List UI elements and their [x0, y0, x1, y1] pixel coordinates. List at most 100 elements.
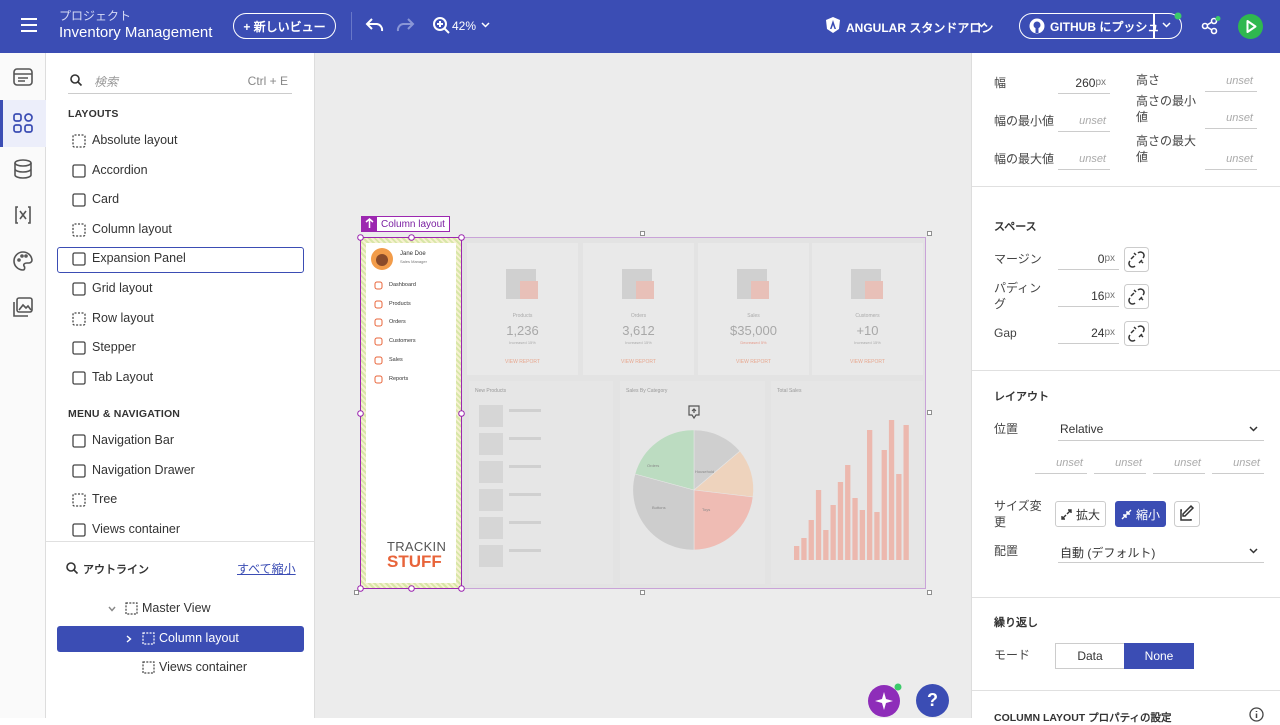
component-item[interactable]: Expansion Panel — [58, 247, 303, 271]
framework-selector[interactable]: ANGULAR スタンドアロン — [846, 21, 994, 35]
undo-button[interactable] — [365, 17, 384, 33]
input-unit: px — [1095, 77, 1106, 88]
component-item[interactable]: Tab Layout — [58, 366, 303, 390]
property-input[interactable]: unset — [1153, 452, 1205, 474]
resize-handle[interactable] — [357, 585, 364, 592]
outer-handle[interactable] — [927, 590, 932, 595]
outline-node[interactable]: Column layout — [58, 627, 303, 651]
views-tab[interactable] — [13, 67, 33, 87]
push-button[interactable]: GITHUB にプッシュ — [1019, 13, 1182, 39]
unlink-icon — [1128, 288, 1145, 305]
component-icon — [72, 282, 86, 296]
expand-caret[interactable] — [125, 635, 133, 643]
zoom-value[interactable]: 42% — [452, 19, 477, 33]
card-action[interactable]: VIEW REPORT — [850, 359, 885, 365]
icon-shape — [72, 341, 86, 355]
card-action[interactable]: VIEW REPORT — [736, 359, 771, 365]
component-item[interactable]: Navigation Bar — [58, 429, 303, 453]
collapse-all-link[interactable]: すべて縮小 — [237, 562, 296, 576]
outline-node[interactable]: Views container — [58, 656, 303, 680]
menu-button[interactable] — [21, 18, 37, 32]
data-tab[interactable] — [13, 159, 33, 179]
run-button[interactable] — [1238, 14, 1263, 39]
property-input[interactable]: 24 px — [1058, 322, 1119, 344]
icon-shape — [72, 134, 86, 148]
components-tab[interactable] — [13, 113, 33, 133]
expand-caret[interactable] — [108, 605, 116, 613]
outer-handle[interactable] — [640, 590, 645, 595]
property-input[interactable]: 260 px — [1058, 72, 1110, 94]
property-label: 高さ — [1136, 73, 1161, 87]
component-item[interactable]: Grid layout — [58, 277, 303, 301]
bar — [830, 505, 836, 560]
zoom-icon[interactable] — [433, 17, 450, 34]
resize-handle[interactable] — [458, 585, 465, 592]
component-item[interactable]: Views container — [58, 518, 303, 542]
card-title: Products — [512, 313, 533, 319]
component-item[interactable]: Column layout — [58, 218, 303, 242]
property-input[interactable]: unset — [1058, 148, 1110, 170]
push-chevron[interactable] — [1162, 22, 1171, 28]
theme-tab[interactable] — [13, 251, 33, 271]
component-item[interactable]: Row layout — [58, 307, 303, 331]
property-input[interactable]: 0 px — [1058, 248, 1119, 270]
ai-assistant-button[interactable] — [868, 683, 904, 718]
assets-tab[interactable] — [13, 297, 33, 317]
card-action[interactable]: VIEW REPORT — [621, 359, 656, 365]
card-illustration — [851, 269, 883, 299]
select-input[interactable]: 自動 (デフォルト) — [1058, 539, 1264, 563]
property-input[interactable]: unset — [1205, 70, 1257, 92]
help-button[interactable]: ? — [916, 684, 949, 717]
share-button[interactable] — [1201, 16, 1221, 35]
outer-handle[interactable] — [927, 410, 932, 415]
select-input[interactable]: Relative — [1058, 417, 1264, 441]
separator — [972, 597, 1280, 598]
zoom-chevron[interactable] — [481, 22, 490, 28]
property-input[interactable]: unset — [1205, 107, 1257, 129]
component-item[interactable]: Card — [58, 188, 303, 212]
variables-tab[interactable] — [13, 205, 33, 225]
search-input[interactable]: 検索 Ctrl + E — [68, 67, 292, 94]
outer-handle[interactable] — [927, 231, 932, 236]
property-input[interactable]: unset — [1058, 110, 1110, 132]
edit-size-button[interactable] — [1174, 501, 1200, 527]
info-icon[interactable] — [1249, 707, 1264, 722]
selection-tag[interactable]: Column layout — [361, 216, 450, 232]
menu-icon — [374, 318, 383, 327]
indicator-shape — [688, 405, 700, 420]
resize-handle[interactable] — [357, 410, 364, 417]
redo-button[interactable] — [396, 17, 415, 33]
resize-handle[interactable] — [458, 234, 465, 241]
link-toggle[interactable] — [1124, 284, 1149, 309]
resize-handle[interactable] — [408, 585, 415, 592]
component-item[interactable]: Absolute layout — [58, 129, 303, 153]
resize-option[interactable]: 縮小 — [1115, 501, 1166, 527]
card-action[interactable]: VIEW REPORT — [505, 359, 540, 365]
component-item[interactable]: Stepper — [58, 336, 303, 360]
property-input[interactable]: unset — [1094, 452, 1146, 474]
pie-slice — [693, 429, 741, 491]
link-toggle[interactable] — [1124, 247, 1149, 272]
menu-item: Dashboard — [389, 282, 416, 288]
component-item[interactable]: Tree — [58, 488, 303, 512]
bar — [896, 474, 902, 560]
property-input[interactable]: unset — [1205, 148, 1257, 170]
framework-chevron[interactable] — [977, 22, 986, 28]
resize-option[interactable]: 拡大 — [1055, 501, 1106, 527]
separator — [1153, 13, 1155, 39]
resize-handle[interactable] — [408, 234, 415, 241]
mode-toggle[interactable]: None — [1124, 643, 1194, 669]
outline-node[interactable]: Master View — [58, 597, 303, 621]
outer-handle[interactable] — [640, 231, 645, 236]
component-item[interactable]: Navigation Drawer — [58, 459, 303, 483]
mode-toggle[interactable]: Data — [1055, 643, 1125, 669]
outer-handle[interactable] — [354, 590, 359, 595]
new-view-button[interactable]: + 新しいビュー — [233, 13, 336, 39]
link-toggle[interactable] — [1124, 321, 1149, 346]
property-input[interactable]: 16 px — [1058, 285, 1119, 307]
resize-handle[interactable] — [357, 234, 364, 241]
component-item[interactable]: Accordion — [58, 159, 303, 183]
resize-handle[interactable] — [458, 410, 465, 417]
property-input[interactable]: unset — [1212, 452, 1264, 474]
property-input[interactable]: unset — [1035, 452, 1087, 474]
